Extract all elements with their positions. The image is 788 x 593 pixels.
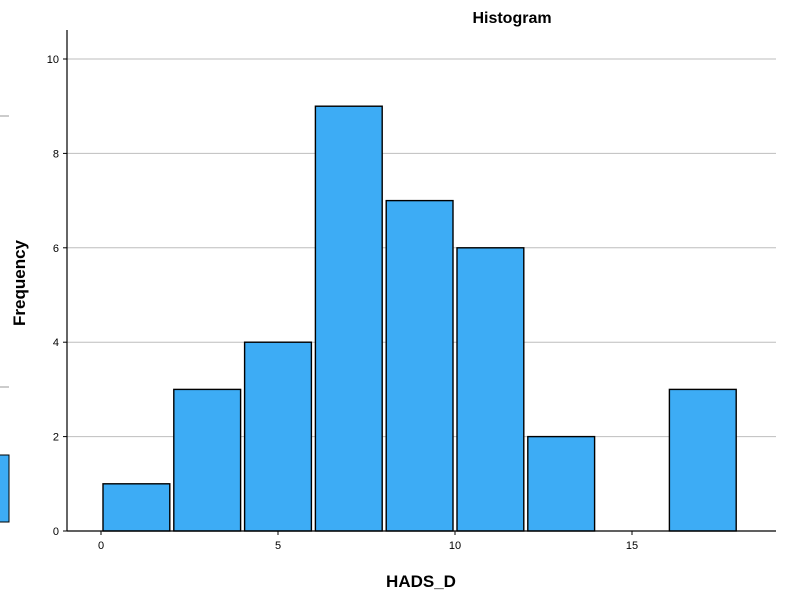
x-tick-labels: 0 5 10 15	[98, 531, 638, 552]
histogram-bar	[243, 341, 313, 532]
histogram-bar	[668, 388, 737, 532]
histogram-bar	[102, 483, 171, 532]
cropped-bar-fragment	[0, 454, 10, 523]
y-tick-labels: 0 2 4 6 8 10	[47, 54, 67, 538]
histogram-bar	[173, 388, 242, 532]
y-tick-label: 6	[53, 243, 59, 255]
bars	[102, 105, 737, 532]
y-tick-label: 2	[53, 432, 59, 444]
x-tick-label: 15	[626, 540, 638, 552]
histogram-bar	[527, 435, 596, 532]
y-tick-label: 10	[47, 54, 59, 66]
histogram-bar	[314, 105, 383, 532]
chart-title: Histogram	[472, 10, 551, 27]
histogram-bar	[385, 199, 454, 532]
x-tick-label: 5	[275, 540, 281, 552]
x-axis-label: HADS_D	[386, 572, 456, 591]
cropped-fragments	[0, 115, 10, 523]
x-tick-label: 0	[98, 540, 104, 552]
x-tick-label: 10	[449, 540, 461, 552]
y-tick-label: 0	[53, 526, 59, 538]
histogram-bar	[456, 247, 525, 532]
y-tick-label: 4	[53, 337, 59, 349]
y-tick-label: 8	[53, 148, 59, 160]
axes	[66, 30, 776, 532]
y-axis-label: Frequency	[10, 239, 29, 326]
